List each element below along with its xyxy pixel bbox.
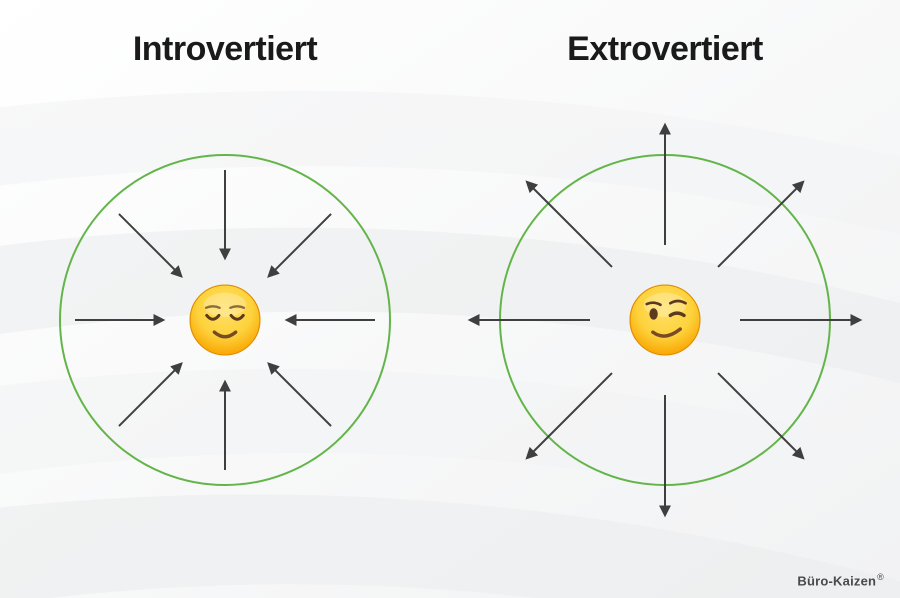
emoji-wink-icon <box>627 282 703 358</box>
infographic-stage: Introvertiert Extrovertiert Büro-Kaizen® <box>0 0 900 598</box>
emoji-relieved-icon <box>187 282 263 358</box>
attribution-text: Büro-Kaizen® <box>797 572 884 588</box>
attribution-label: Büro-Kaizen <box>797 573 876 588</box>
diagram-svg <box>0 0 900 598</box>
registered-mark: ® <box>877 572 884 582</box>
